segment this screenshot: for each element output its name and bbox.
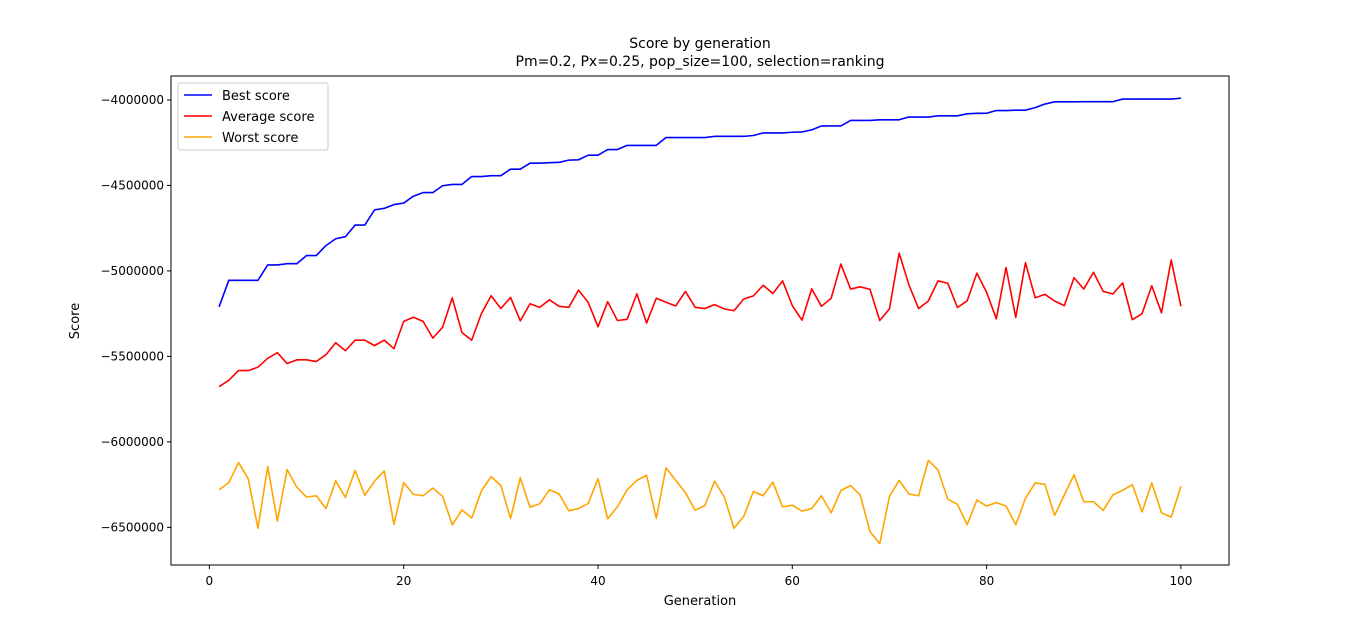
legend-label-best-score: Best score xyxy=(222,89,290,104)
series-line-best-score xyxy=(218,97,1181,308)
x-tick-label: 100 xyxy=(1169,574,1192,588)
y-tick-label: −4500000 xyxy=(101,178,165,192)
x-tick-label: 80 xyxy=(979,574,994,588)
y-tick-label: −5000000 xyxy=(101,264,165,278)
legend-label-average-score: Average score xyxy=(222,110,314,125)
x-axis-label: Generation xyxy=(664,594,737,609)
chart-subtitle: Pm=0.2, Px=0.25, pop_size=100, selection… xyxy=(516,54,885,70)
plot-area xyxy=(171,76,1229,565)
legend-box xyxy=(177,82,329,151)
y-tick-label: −5500000 xyxy=(101,349,165,363)
x-tick-label: 40 xyxy=(590,574,605,588)
x-axis-ticks: 0 20 40 60 80 100 xyxy=(206,565,1192,588)
chart-title: Score by generation xyxy=(629,36,770,52)
x-tick-label: 60 xyxy=(785,574,800,588)
x-tick-label: 20 xyxy=(396,574,411,588)
series-line-worst-score xyxy=(218,459,1182,545)
y-axis-ticks: −6500000 −6000000 −5500000 −5000000 −4500000… xyxy=(101,93,171,534)
series-line-average-score xyxy=(218,252,1182,388)
x-tick-label: 0 xyxy=(206,574,214,588)
y-axis-label: Score xyxy=(68,303,83,339)
y-tick-label: −6000000 xyxy=(101,435,165,449)
series-layer xyxy=(218,97,1182,545)
plot-background xyxy=(171,76,1229,565)
plot-frame xyxy=(170,75,1230,566)
y-tick-label: −4000000 xyxy=(101,93,165,107)
legend-label-worst-score: Worst score xyxy=(222,131,298,146)
legend: Best score Average score Worst score xyxy=(177,82,329,151)
y-tick-label: −6500000 xyxy=(101,520,165,534)
